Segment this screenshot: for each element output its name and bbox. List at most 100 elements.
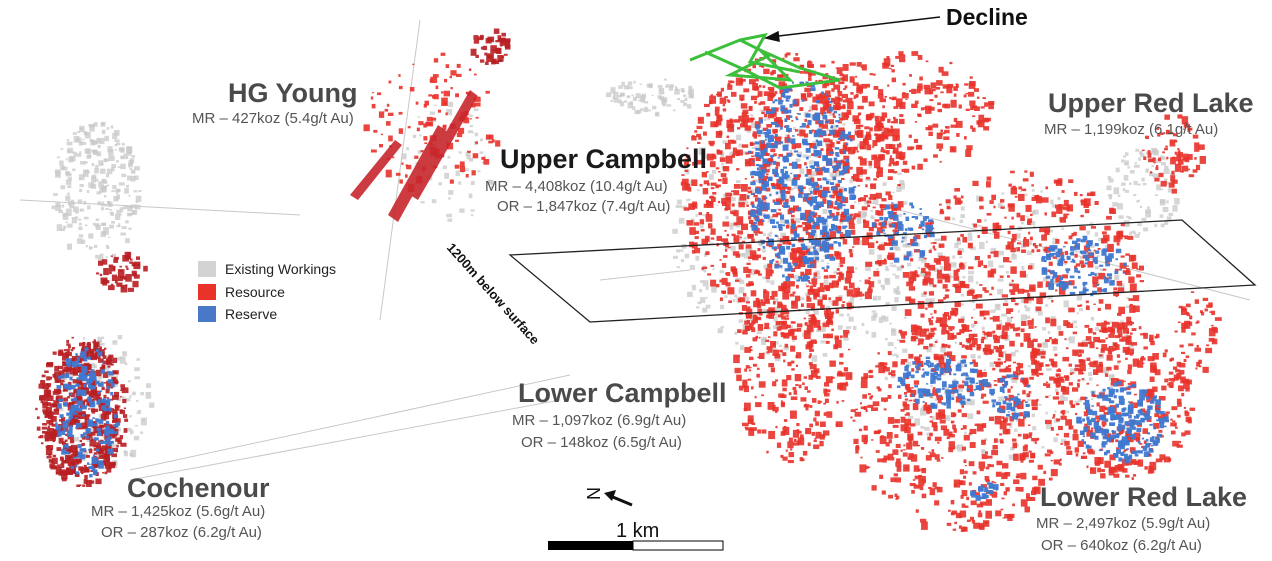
ore-block xyxy=(1021,188,1027,192)
ore-block xyxy=(742,329,748,335)
ore-block xyxy=(913,484,921,489)
ore-block xyxy=(385,169,392,178)
ore-block xyxy=(725,272,728,275)
ore-block xyxy=(748,428,755,436)
ore-block xyxy=(1081,264,1085,268)
ore-block xyxy=(775,410,778,414)
ore-block xyxy=(934,94,938,98)
ore-block xyxy=(859,279,862,282)
ore-block xyxy=(107,146,113,153)
ore-block xyxy=(938,238,942,241)
ore-block xyxy=(455,170,460,176)
ore-block xyxy=(994,231,1000,239)
ore-block xyxy=(817,287,825,293)
ore-block xyxy=(1141,177,1145,182)
ore-block xyxy=(1143,346,1148,350)
ore-block xyxy=(835,67,838,69)
ore-block xyxy=(717,132,723,136)
ore-block xyxy=(1056,418,1061,422)
ore-block xyxy=(108,354,114,359)
ore-block xyxy=(836,272,841,275)
ore-block xyxy=(740,184,748,192)
ore-block xyxy=(1102,268,1107,271)
ore-block xyxy=(42,402,48,409)
ore-block xyxy=(632,96,637,101)
ore-block xyxy=(976,344,982,349)
ore-block xyxy=(1050,469,1058,477)
ore-block xyxy=(937,252,943,257)
ore-block xyxy=(1053,459,1061,465)
ore-block xyxy=(795,355,798,358)
ore-block xyxy=(799,168,805,175)
ore-block xyxy=(746,249,751,253)
ore-block xyxy=(108,264,114,267)
ore-block xyxy=(920,425,925,429)
ore-block xyxy=(850,409,856,413)
ore-block xyxy=(1010,291,1016,295)
ore-block xyxy=(929,416,933,418)
ore-block xyxy=(815,431,822,439)
ore-block xyxy=(102,360,109,365)
ore-block xyxy=(749,346,753,348)
ore-block xyxy=(96,453,101,457)
ore-block xyxy=(1159,454,1166,460)
ore-block xyxy=(936,80,943,86)
ore-block xyxy=(823,104,830,109)
ore-block xyxy=(93,447,97,451)
ore-block xyxy=(803,330,811,340)
ore-block xyxy=(819,296,824,301)
ore-block xyxy=(1015,332,1021,337)
ore-block xyxy=(46,362,53,368)
ore-block xyxy=(796,352,802,359)
ore-block xyxy=(1027,265,1033,270)
ore-block xyxy=(835,309,839,314)
ore-block xyxy=(950,99,957,108)
ore-block xyxy=(985,451,988,454)
ore-block xyxy=(936,143,944,149)
ore-block xyxy=(1142,362,1145,364)
ore-block xyxy=(948,326,955,330)
ore-block xyxy=(727,100,731,103)
ore-block xyxy=(743,385,749,393)
ore-block xyxy=(879,474,884,479)
ore-block xyxy=(754,270,761,275)
ore-block xyxy=(497,38,502,41)
ore-block xyxy=(100,203,105,207)
ore-block xyxy=(82,341,86,345)
ore-block xyxy=(85,454,90,458)
ore-block xyxy=(1110,321,1113,324)
ore-block xyxy=(96,151,102,157)
ore-block xyxy=(955,83,958,85)
ore-block xyxy=(752,337,758,342)
ore-block xyxy=(1125,152,1129,156)
ore-block xyxy=(759,248,762,250)
ore-block xyxy=(978,522,985,529)
ore-block xyxy=(920,518,927,523)
ore-block xyxy=(787,273,794,279)
ore-block xyxy=(1176,444,1183,448)
ore-block xyxy=(1105,321,1110,325)
ore-block xyxy=(1048,477,1053,481)
ore-block xyxy=(1123,380,1126,382)
ore-block xyxy=(829,274,836,279)
ore-block xyxy=(56,395,63,402)
ore-block xyxy=(1017,288,1024,294)
ore-block xyxy=(1103,369,1108,374)
ore-block xyxy=(1072,387,1079,392)
ore-block xyxy=(146,383,152,388)
ore-block xyxy=(1031,184,1034,187)
ore-block xyxy=(965,149,972,157)
ore-block xyxy=(745,274,751,278)
ore-block xyxy=(932,245,936,249)
ore-block xyxy=(960,316,965,321)
ore-block xyxy=(871,439,874,441)
ore-block xyxy=(907,456,912,460)
ore-block xyxy=(794,295,801,302)
ore-block xyxy=(125,238,130,244)
ore-block xyxy=(925,413,928,415)
ore-block xyxy=(743,253,750,259)
ore-block xyxy=(937,269,942,274)
ore-block xyxy=(1069,336,1075,344)
ore-block xyxy=(777,107,780,110)
ore-block xyxy=(683,207,690,211)
